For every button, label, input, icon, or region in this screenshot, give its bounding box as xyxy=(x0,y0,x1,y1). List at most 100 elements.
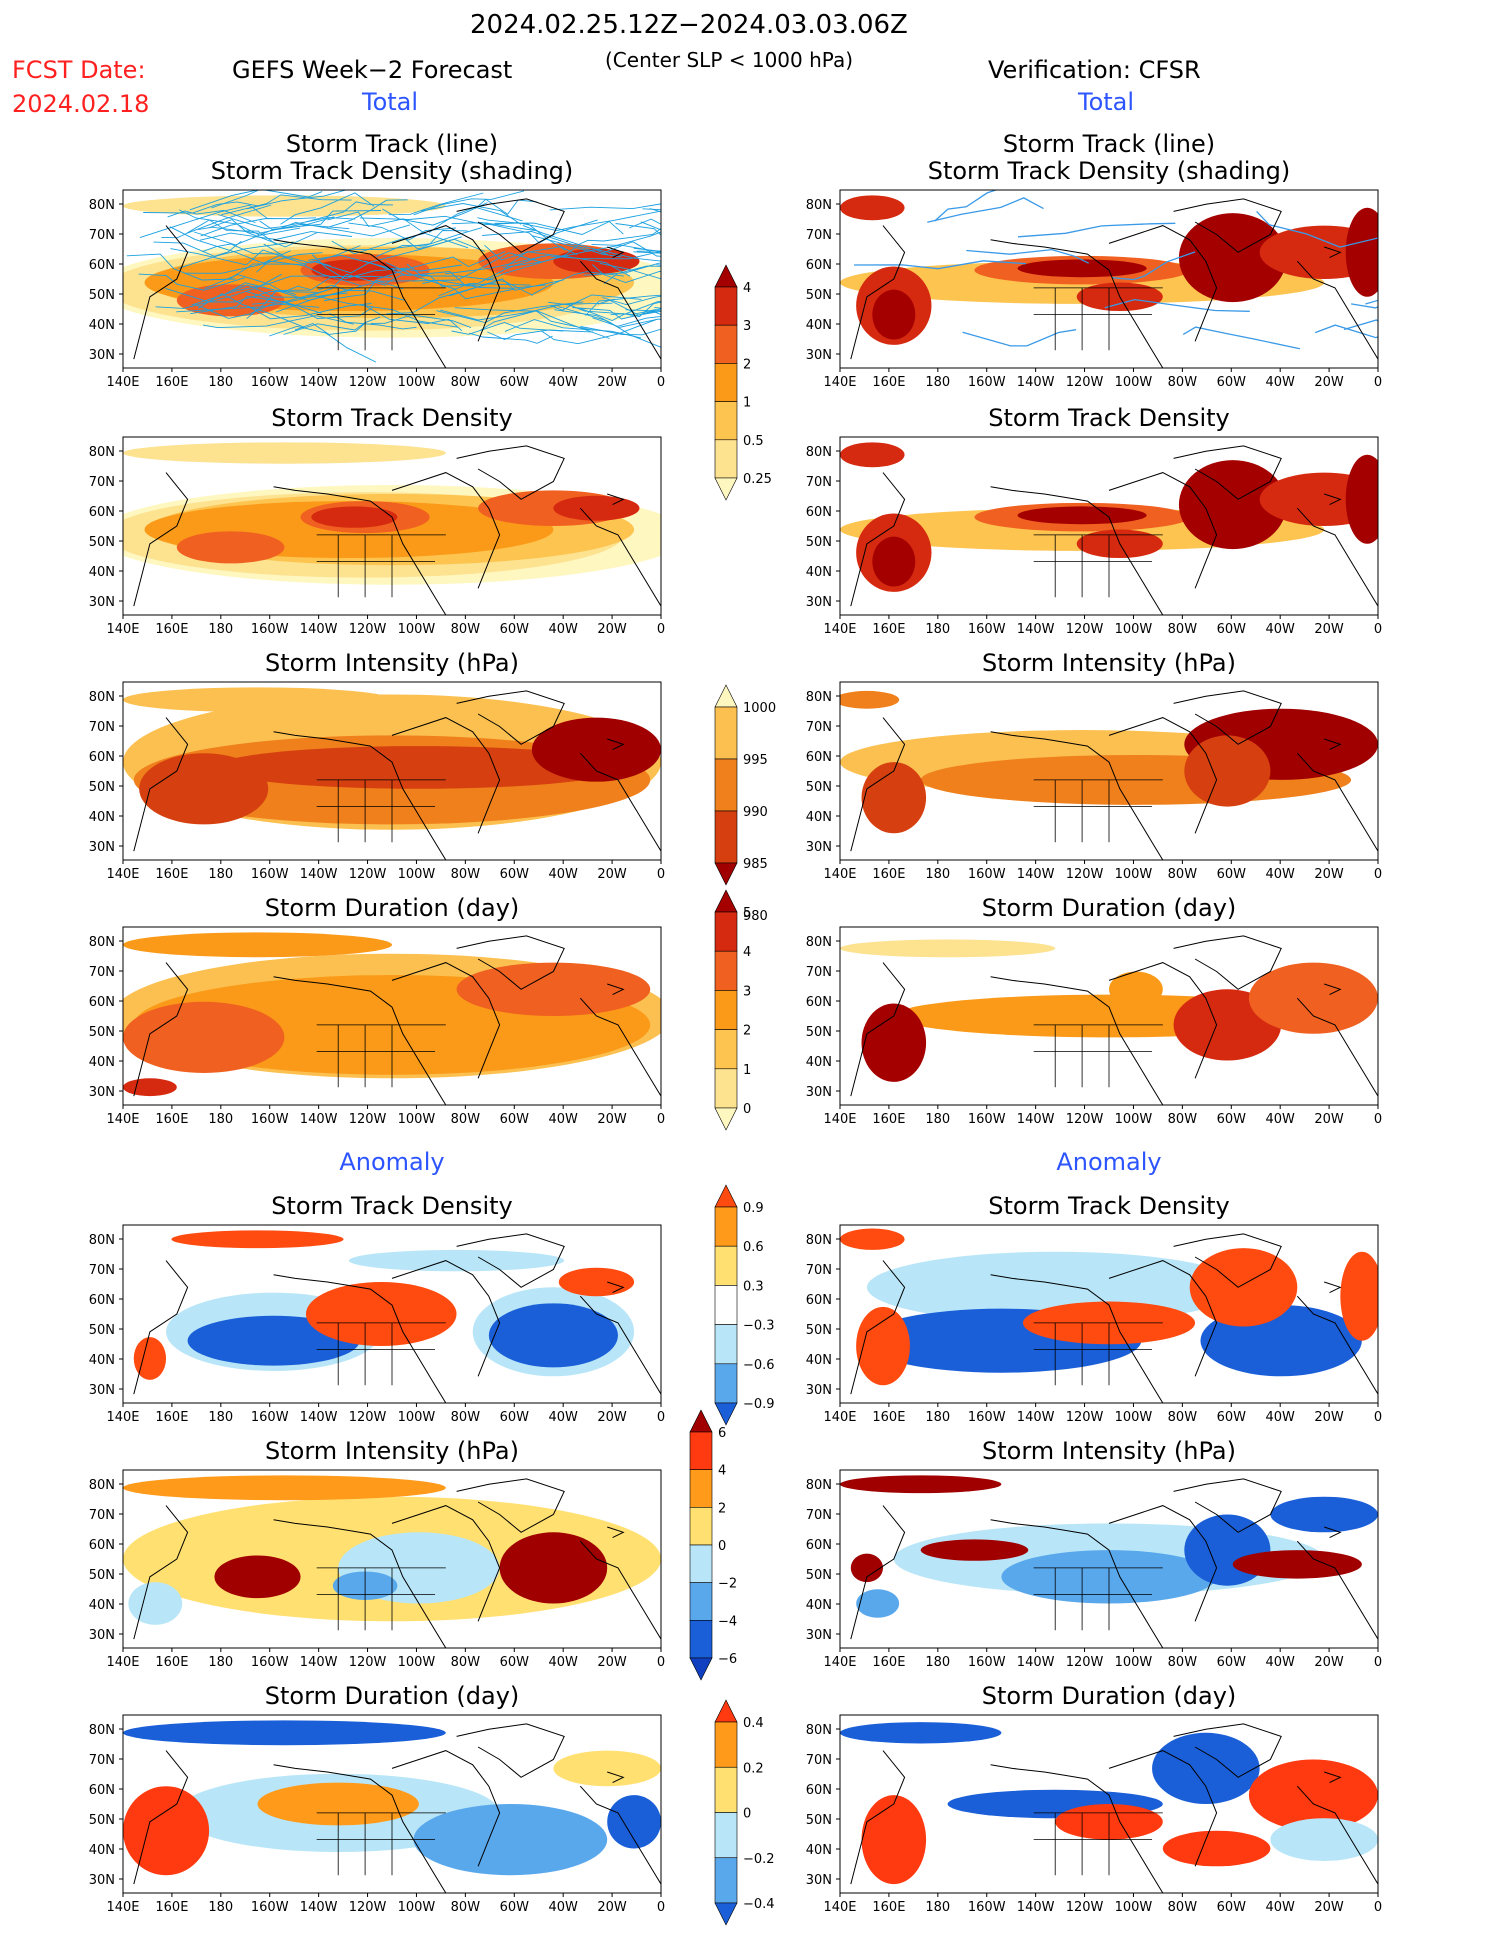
lon-tick-label: 80W xyxy=(1168,1112,1198,1127)
panel-title-duration: Storm Duration (day) xyxy=(264,894,520,922)
storm-track-line xyxy=(642,208,661,211)
coastline xyxy=(1324,1771,1342,1784)
storm-track-line xyxy=(204,274,297,296)
lon-tick-label: 60W xyxy=(1217,1655,1247,1670)
colorbar-segment xyxy=(689,1582,713,1621)
storm-track-line xyxy=(194,303,320,319)
state-borders xyxy=(316,1322,446,1386)
shading-region xyxy=(1345,207,1378,297)
coastline xyxy=(1296,752,1378,852)
lon-tick-label: 80W xyxy=(1168,1410,1198,1425)
lon-tick-label: 160W xyxy=(968,1410,1006,1425)
colorbar-segment xyxy=(714,1721,738,1768)
lon-tick-label: 160W xyxy=(968,1655,1006,1670)
storm-track-line xyxy=(428,206,523,233)
colorbar-label: −0.2 xyxy=(743,1852,775,1867)
left-column-title: GEFS Week−2 Forecast xyxy=(232,56,513,84)
lon-tick-label: 40W xyxy=(548,867,578,882)
storm-track-line xyxy=(211,190,260,209)
lon-tick-label: 40W xyxy=(1265,1900,1295,1915)
lat-tick-label: 60N xyxy=(806,1293,832,1308)
lon-tick-label: 0 xyxy=(657,1655,665,1670)
storm-track-line xyxy=(444,254,552,275)
map-p4l: 140E 160E 180 160W 140W 120W 100W 80W 60W 40W 20W 0… xyxy=(89,926,665,1127)
colorbar-label: 2 xyxy=(718,1501,726,1516)
coastline xyxy=(273,1764,447,1893)
shading-region xyxy=(123,1720,446,1746)
lon-tick-label: 140E xyxy=(106,867,139,882)
colorbar-label: 0 xyxy=(743,1102,751,1117)
coastline xyxy=(850,1260,906,1395)
lon-tick-label: 160E xyxy=(872,375,905,390)
coastline xyxy=(607,738,625,751)
lon-tick-label: 140W xyxy=(1017,1112,1055,1127)
map-p1l: 140E 160E 180 160W 140W 120W 100W 80W 60W 40W 20W 0… xyxy=(89,189,665,390)
coastline xyxy=(1324,246,1342,259)
storm-track-line xyxy=(305,201,394,223)
state-borders xyxy=(316,1024,446,1088)
shading-region xyxy=(214,1555,301,1599)
storm-track-line xyxy=(382,202,488,226)
lat-tick-label: 40N xyxy=(89,565,115,580)
colorbar-anom_density: 0.9 0.6 0.3 −0.3 −0.6 −0.9 xyxy=(714,1184,775,1426)
shading-region xyxy=(1017,506,1147,525)
shading-region xyxy=(311,506,398,528)
storm-track-line xyxy=(197,223,350,234)
lon-tick-label: 160E xyxy=(155,867,188,882)
coastline xyxy=(391,962,501,1079)
lon-tick-label: 100W xyxy=(1115,1112,1153,1127)
lon-tick-label: 80W xyxy=(1168,622,1198,637)
lat-tick-label: 80N xyxy=(806,690,832,705)
lat-tick-label: 50N xyxy=(806,1025,832,1040)
coastline xyxy=(1108,225,1218,342)
lon-tick-label: 140E xyxy=(823,1112,856,1127)
storm-track-line xyxy=(178,241,294,269)
storm-track-line xyxy=(189,190,323,211)
lon-tick-label: 180 xyxy=(925,622,950,637)
coastline xyxy=(850,717,906,852)
panel-title-duration: Storm Duration (day) xyxy=(981,894,1237,922)
shading-region xyxy=(840,1722,1002,1744)
lon-tick-label: 140E xyxy=(823,1410,856,1425)
colorbar-label: 0.9 xyxy=(743,1201,764,1216)
colorbar-segment xyxy=(714,889,738,913)
storm-track-line xyxy=(600,241,661,257)
lon-tick-label: 20W xyxy=(597,375,627,390)
lat-tick-label: 80N xyxy=(89,1478,115,1493)
lat-tick-label: 60N xyxy=(806,1538,832,1553)
coastline xyxy=(990,1274,1164,1403)
colorbar-segment xyxy=(714,1766,738,1813)
storm-track-line xyxy=(603,265,661,285)
lon-tick-label: 100W xyxy=(1115,622,1153,637)
storm-track-line xyxy=(386,274,476,287)
lat-tick-label: 60N xyxy=(89,995,115,1010)
lon-tick-label: 60W xyxy=(500,1410,530,1425)
lat-tick-label: 70N xyxy=(89,1508,115,1523)
storm-track-line xyxy=(197,293,305,328)
lon-tick-label: 160E xyxy=(872,1900,905,1915)
shading-region xyxy=(128,1582,183,1625)
lon-tick-label: 80W xyxy=(451,375,481,390)
map-p3r: 140E 160E 180 160W 140W 120W 100W 80W 60W 40W 20W 0… xyxy=(806,681,1382,882)
colorbar-label: 2 xyxy=(743,1024,751,1039)
lon-tick-label: 100W xyxy=(398,622,436,637)
storm-track-line xyxy=(599,262,661,280)
lat-tick-label: 30N xyxy=(89,1383,115,1398)
lon-tick-label: 180 xyxy=(925,1900,950,1915)
lon-tick-label: 100W xyxy=(1115,1655,1153,1670)
colorbar-segment xyxy=(714,401,738,441)
colorbar-segment xyxy=(714,286,738,326)
lon-tick-label: 140E xyxy=(106,1410,139,1425)
lon-tick-label: 60W xyxy=(1217,622,1247,637)
lat-tick-label: 60N xyxy=(89,1538,115,1553)
storm-track-line xyxy=(224,282,311,295)
coastline xyxy=(579,1785,661,1885)
colorbar-segment xyxy=(714,1902,738,1926)
shading-region xyxy=(1178,213,1287,303)
lon-tick-label: 0 xyxy=(657,375,665,390)
coastline xyxy=(1296,1540,1378,1640)
lon-tick-label: 140W xyxy=(1017,622,1055,637)
panel-title-intensity: Storm Intensity (hPa) xyxy=(265,649,519,677)
coastline xyxy=(456,445,565,500)
colorbar-segment xyxy=(714,1324,738,1365)
